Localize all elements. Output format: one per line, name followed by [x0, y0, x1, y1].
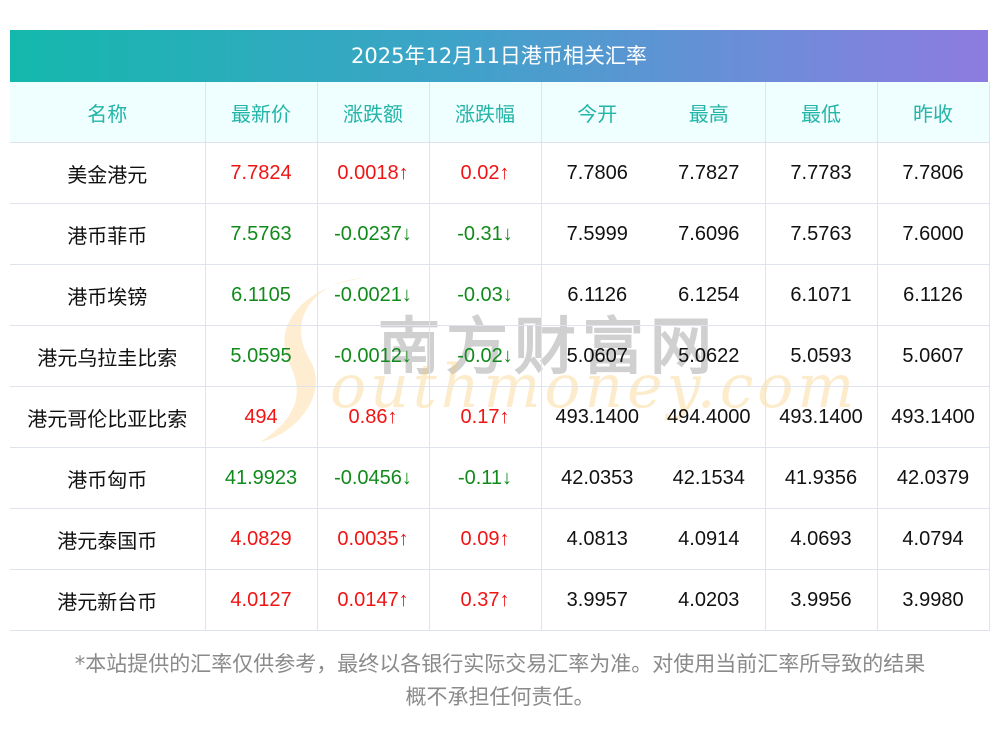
change-amount: 0.0035↑: [317, 508, 430, 570]
low-price: 493.1400: [765, 386, 878, 448]
currency-name: 港元哥伦比亚比索: [10, 386, 206, 448]
col-header-name: 名称: [10, 82, 206, 143]
high-price: 4.0203: [653, 569, 766, 631]
col-header-latest: 最新价: [205, 82, 318, 143]
high-price: 494.4000: [653, 386, 766, 448]
table-row: 港币匈币 41.9923 -0.0456↓ -0.11↓ 42.0353 42.…: [10, 447, 990, 509]
currency-name: 美金港元: [10, 142, 206, 204]
prev-close: 3.9980: [877, 569, 990, 631]
currency-name: 港元乌拉圭比索: [10, 325, 206, 387]
disclaimer-line-2: 概不承担任何责任。: [405, 685, 595, 709]
change-amount: 0.0018↑: [317, 142, 430, 204]
currency-name: 港币菲币: [10, 203, 206, 265]
open-price: 6.1126: [541, 264, 653, 326]
low-price: 6.1071: [765, 264, 878, 326]
prev-close: 493.1400: [877, 386, 990, 448]
prev-close: 4.0794: [877, 508, 990, 570]
prev-close: 42.0379: [877, 447, 990, 509]
table-row: 港元泰国币 4.0829 0.0035↑ 0.09↑ 4.0813 4.0914…: [10, 508, 990, 570]
change-amount: -0.0237↓: [317, 203, 430, 265]
high-price: 42.1534: [653, 447, 766, 509]
header-row: 名称 最新价 涨跌额 涨跌幅 今开 最高 最低 昨收: [10, 82, 990, 143]
low-price: 3.9956: [765, 569, 878, 631]
low-price: 4.0693: [765, 508, 878, 570]
open-price: 7.5999: [541, 203, 653, 265]
high-price: 5.0622: [653, 325, 766, 387]
high-price: 7.7827: [653, 142, 766, 204]
latest-price: 41.9923: [205, 447, 318, 509]
change-percent: 0.09↑: [429, 508, 542, 570]
exchange-rate-table: 名称 最新价 涨跌额 涨跌幅 今开 最高 最低 昨收 美金港元 7.7824 0…: [10, 82, 990, 631]
exchange-rate-panel: 2025年12月11日港币相关汇率 名称 最新价 涨跌额 涨跌幅 今开 最高 最…: [10, 30, 990, 631]
table-row: 港元哥伦比亚比索 494 0.86↑ 0.17↑ 493.1400 494.40…: [10, 386, 990, 448]
change-percent: -0.02↓: [429, 325, 542, 387]
prev-close: 5.0607: [877, 325, 990, 387]
change-amount: -0.0456↓: [317, 447, 430, 509]
high-price: 4.0914: [653, 508, 766, 570]
prev-close: 7.7806: [877, 142, 990, 204]
latest-price: 5.0595: [205, 325, 318, 387]
currency-name: 港币埃镑: [10, 264, 206, 326]
change-amount: 0.0147↑: [317, 569, 430, 631]
col-header-pct: 涨跌幅: [429, 82, 542, 143]
low-price: 41.9356: [765, 447, 878, 509]
col-header-prev: 昨收: [877, 82, 990, 143]
disclaimer: *本站提供的汇率仅供参考，最终以各银行实际交易汇率为准。对使用当前汇率所导致的结…: [0, 648, 1000, 714]
open-price: 5.0607: [541, 325, 653, 387]
latest-price: 4.0829: [205, 508, 318, 570]
change-amount: 0.86↑: [317, 386, 430, 448]
latest-price: 7.5763: [205, 203, 318, 265]
disclaimer-line-1: *本站提供的汇率仅供参考，最终以各银行实际交易汇率为准。对使用当前汇率所导致的结…: [74, 652, 926, 676]
low-price: 7.7783: [765, 142, 878, 204]
low-price: 5.0593: [765, 325, 878, 387]
open-price: 4.0813: [541, 508, 653, 570]
col-header-high: 最高: [653, 82, 766, 143]
col-header-low: 最低: [765, 82, 878, 143]
table-row: 港币埃镑 6.1105 -0.0021↓ -0.03↓ 6.1126 6.125…: [10, 264, 990, 326]
change-percent: 0.02↑: [429, 142, 542, 204]
high-price: 7.6096: [653, 203, 766, 265]
latest-price: 7.7824: [205, 142, 318, 204]
latest-price: 6.1105: [205, 264, 318, 326]
prev-close: 6.1126: [877, 264, 990, 326]
latest-price: 4.0127: [205, 569, 318, 631]
table-row: 美金港元 7.7824 0.0018↑ 0.02↑ 7.7806 7.7827 …: [10, 142, 990, 204]
change-percent: 0.17↑: [429, 386, 542, 448]
change-amount: -0.0021↓: [317, 264, 430, 326]
col-header-open: 今开: [541, 82, 653, 143]
low-price: 7.5763: [765, 203, 878, 265]
table-row: 港币菲币 7.5763 -0.0237↓ -0.31↓ 7.5999 7.609…: [10, 203, 990, 265]
open-price: 3.9957: [541, 569, 653, 631]
latest-price: 494: [205, 386, 318, 448]
high-price: 6.1254: [653, 264, 766, 326]
table-row: 港元新台币 4.0127 0.0147↑ 0.37↑ 3.9957 4.0203…: [10, 569, 990, 631]
change-percent: -0.11↓: [429, 447, 542, 509]
col-header-change: 涨跌额: [317, 82, 430, 143]
open-price: 7.7806: [541, 142, 653, 204]
open-price: 42.0353: [541, 447, 653, 509]
change-percent: 0.37↑: [429, 569, 542, 631]
change-percent: -0.03↓: [429, 264, 542, 326]
change-amount: -0.0012↓: [317, 325, 430, 387]
table-row: 港元乌拉圭比索 5.0595 -0.0012↓ -0.02↓ 5.0607 5.…: [10, 325, 990, 387]
currency-name: 港币匈币: [10, 447, 206, 509]
currency-name: 港元泰国币: [10, 508, 206, 570]
change-percent: -0.31↓: [429, 203, 542, 265]
currency-name: 港元新台币: [10, 569, 206, 631]
open-price: 493.1400: [541, 386, 653, 448]
prev-close: 7.6000: [877, 203, 990, 265]
table-title: 2025年12月11日港币相关汇率: [10, 30, 988, 82]
